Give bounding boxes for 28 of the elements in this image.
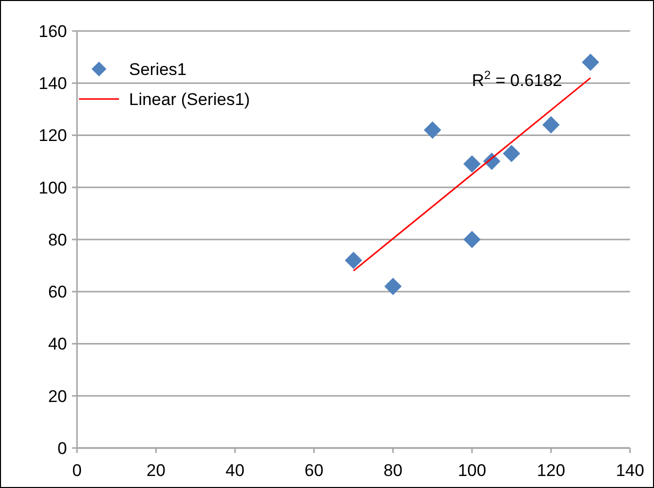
point xyxy=(424,121,442,139)
x-tick-label: 100 xyxy=(458,461,486,480)
y-tick-label: 120 xyxy=(38,126,67,146)
x-tick-label: 140 xyxy=(616,461,644,480)
y-tick-label: 100 xyxy=(38,178,67,198)
point xyxy=(502,144,520,162)
x-tick-label: 60 xyxy=(304,461,324,480)
y-tick-label: 140 xyxy=(38,74,67,94)
x-tick-label: 20 xyxy=(146,461,166,480)
point xyxy=(344,252,362,270)
legend-label: Linear (Series1) xyxy=(129,90,250,109)
point xyxy=(582,54,600,71)
x-tick-label: 40 xyxy=(226,461,244,480)
y-tick-label: 20 xyxy=(48,386,67,406)
annotation: R$^{2}$ = 0.6182 xyxy=(472,68,562,90)
y-tick-label: 160 xyxy=(38,22,67,41)
x-tick-label: 80 xyxy=(384,461,402,480)
x-tick-label: 120 xyxy=(536,461,566,480)
point xyxy=(463,230,481,248)
point xyxy=(542,116,560,134)
point xyxy=(463,155,481,173)
y-tick-label: 80 xyxy=(48,230,67,250)
y-tick-label: 60 xyxy=(48,282,67,302)
y-tick-label: 40 xyxy=(48,334,67,354)
legend-label: Series1 xyxy=(129,60,187,79)
point xyxy=(384,278,402,296)
y-tick-label: 0 xyxy=(58,438,67,458)
x-tick-label: 0 xyxy=(72,461,82,480)
